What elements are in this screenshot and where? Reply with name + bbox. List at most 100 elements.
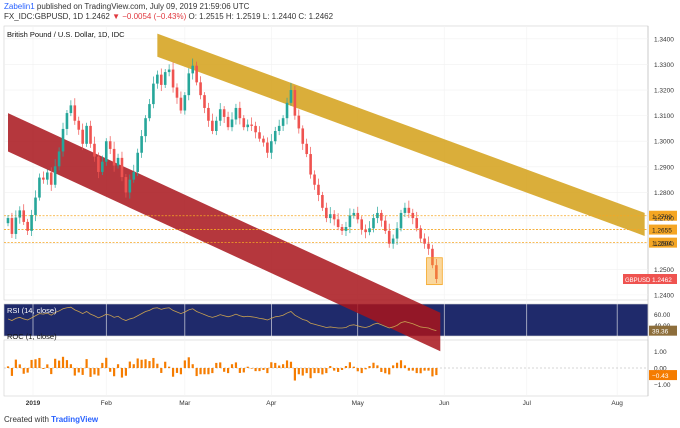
y-tick-label: 1.3200	[654, 88, 674, 95]
candle-body	[391, 238, 395, 244]
candle-body	[344, 227, 348, 231]
roc-bar	[431, 368, 434, 377]
roc-last-tag	[649, 370, 677, 381]
roc-bar	[26, 368, 29, 373]
candle-body	[183, 95, 187, 111]
roc-bar	[140, 359, 143, 368]
candle-body	[156, 74, 159, 84]
candle-body	[325, 207, 328, 219]
candle-body	[104, 141, 108, 162]
candle-body	[273, 130, 277, 142]
footer-text: Created with	[4, 415, 49, 424]
y-tick-label: 1.3000	[654, 139, 674, 146]
candle-body	[254, 125, 257, 133]
candle-body	[42, 177, 45, 180]
candle-body	[61, 128, 65, 152]
candle-body	[18, 210, 22, 218]
roc-bar	[42, 368, 45, 369]
candle-body	[116, 157, 120, 166]
candle-body	[427, 243, 430, 249]
upper-channel-band	[157, 33, 645, 236]
candle-body	[22, 210, 26, 222]
candle-body	[136, 152, 139, 172]
roc-bar	[278, 365, 281, 368]
roc-bar	[73, 368, 76, 376]
roc-bar	[6, 366, 10, 368]
roc-bar	[388, 368, 391, 375]
candle-body	[132, 171, 136, 180]
candle-body	[431, 248, 434, 266]
lower-channel-band	[8, 113, 441, 352]
author-link[interactable]: Zabelin1	[4, 2, 35, 11]
roc-bar	[168, 366, 171, 368]
roc-bar	[301, 368, 304, 376]
roc-bar	[30, 359, 33, 368]
candle-body	[407, 207, 411, 213]
y-tick-label: 1.2600	[654, 241, 674, 248]
roc-bar	[226, 368, 230, 374]
candle-body	[89, 125, 92, 144]
symbol-name: FX_IDC:GBPUSD, 1D	[4, 12, 84, 21]
candle-body	[293, 90, 297, 116]
roc-bar	[238, 368, 241, 373]
roc-bar	[230, 364, 234, 368]
candle-body	[435, 265, 438, 280]
roc-bar	[116, 364, 120, 368]
candle-body	[372, 218, 375, 229]
roc-bar	[392, 365, 395, 368]
tradingview-logo[interactable]: TradingView	[51, 415, 99, 424]
candle-body	[270, 141, 273, 153]
roc-panel: 1.00 0.00 −1.00 −0.43	[4, 349, 677, 389]
candle-body	[262, 138, 265, 143]
publish-info: Zabelin1 published on TradingView.com, J…	[4, 2, 249, 11]
roc-bar	[128, 361, 131, 368]
roc-bar	[380, 368, 383, 372]
candle-body	[124, 177, 128, 193]
roc-bar	[109, 368, 112, 372]
x-tick-label: Aug	[611, 400, 623, 407]
x-tick-label: Jun	[439, 400, 450, 407]
candle-body	[14, 217, 18, 234]
y-tick-label: 1.2800	[654, 190, 674, 197]
roc-bar	[321, 368, 324, 375]
roc-bar	[360, 368, 363, 374]
roc-bar	[333, 368, 336, 371]
roc-bar	[219, 362, 222, 368]
roc-bar	[69, 364, 72, 368]
roc-bar	[399, 360, 403, 368]
level-label: 1.2604	[652, 241, 672, 248]
candle-body	[415, 218, 419, 229]
candle-body	[368, 228, 371, 233]
candle-body	[360, 219, 363, 230]
roc-bar	[415, 368, 418, 374]
x-tick-label: Apr	[266, 400, 277, 407]
roc-bar	[148, 361, 151, 368]
roc-bar	[89, 368, 92, 377]
rsi-title: RSI (14, close)	[7, 306, 57, 315]
candle-body	[317, 184, 320, 196]
candle-body	[101, 161, 104, 172]
candle-body	[277, 125, 281, 131]
candle-body	[148, 104, 151, 119]
roc-bar	[427, 368, 430, 371]
candle-body	[203, 95, 206, 108]
roc-bar	[356, 368, 359, 372]
candle-body	[6, 218, 10, 224]
candle-body	[195, 65, 198, 83]
candle-body	[321, 195, 324, 208]
roc-bar	[329, 366, 332, 368]
candle-body	[403, 207, 407, 213]
roc-bar	[97, 368, 100, 376]
roc-bar	[407, 368, 410, 371]
roc-bar	[285, 360, 289, 368]
axes: 1.3400 1.3300 1.3200 1.3100 1.3000 1.2900 1.28…	[26, 36, 677, 407]
roc-bar	[61, 356, 65, 368]
candle-body	[38, 177, 41, 198]
roc-bar	[156, 363, 159, 368]
rsi-pane	[3, 303, 649, 337]
roc-bar	[207, 368, 210, 375]
roc-bar	[93, 368, 96, 375]
roc-bar	[101, 362, 104, 368]
